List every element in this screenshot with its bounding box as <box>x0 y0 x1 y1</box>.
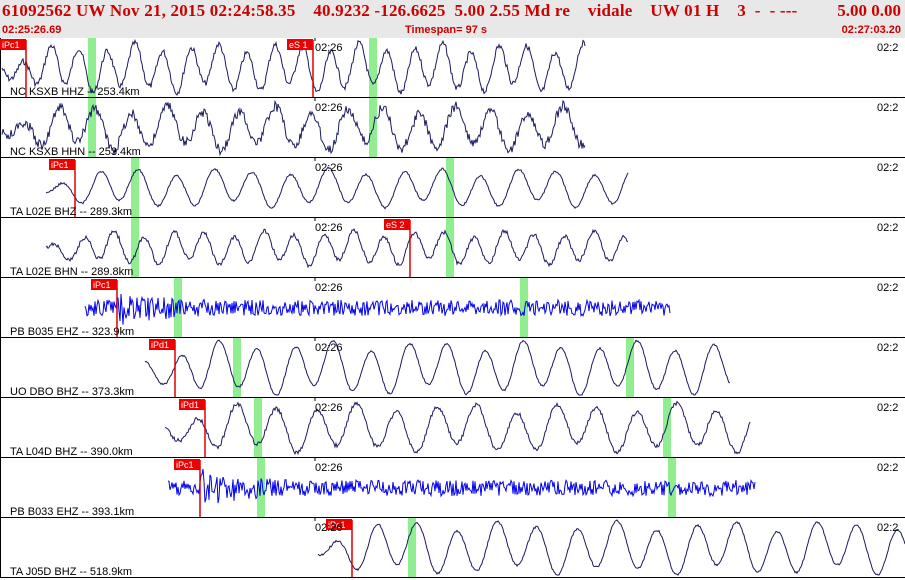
phase-marker <box>668 458 676 517</box>
pick-flag[interactable] <box>179 399 205 410</box>
right-time-label: 02:2 <box>877 342 898 354</box>
pick-flag[interactable] <box>49 159 75 170</box>
phase-marker <box>408 518 416 577</box>
minute-tick-label: 02:26 <box>315 282 343 294</box>
minute-tick-label: 02:26 <box>315 522 343 534</box>
right-time-label: 02:2 <box>877 282 898 294</box>
phase-marker <box>88 98 96 157</box>
waveform-trace <box>317 519 905 576</box>
pick-flag[interactable] <box>174 459 200 470</box>
minute-tick-label: 02:26 <box>315 42 343 54</box>
start-time: 02:25:26.69 <box>2 24 62 36</box>
station-label: PB B035 EHZ -- 323.9km <box>10 326 134 338</box>
phase-marker <box>626 338 634 397</box>
pick-label[interactable]: iPd1 <box>181 400 199 410</box>
minute-tick-label: 02:26 <box>315 342 343 354</box>
waveform-trace <box>1 38 586 96</box>
waveform-trace <box>84 293 671 325</box>
waveform-trace <box>45 166 629 210</box>
phase-marker <box>446 158 454 217</box>
waveform-trace <box>164 400 751 455</box>
phase-marker <box>257 458 265 517</box>
pick-label[interactable]: eS 2 <box>386 220 405 230</box>
waveform-trace <box>167 468 756 504</box>
phase-marker <box>131 158 139 217</box>
pick-label[interactable]: iPc1 <box>51 160 69 170</box>
pick-label[interactable]: eS 1 <box>289 40 308 50</box>
pick-label[interactable]: iPc1 <box>93 280 111 290</box>
pick-flag[interactable] <box>384 219 410 230</box>
station-label: TA L02E BHN -- 289.8km <box>10 266 133 278</box>
station-label: UO DBO BHZ -- 373.3km <box>10 386 134 398</box>
pick-flag[interactable] <box>149 339 175 350</box>
station-label: TA L02E BHZ -- 289.3km <box>10 206 132 218</box>
pick-label[interactable]: iPd1 <box>151 340 169 350</box>
station-label: NC KSXB HHZ -- 253.4km <box>10 86 140 98</box>
event-info-title: 61092562 UW Nov 21, 2015 02:24:58.35 40.… <box>2 1 798 20</box>
pick-label[interactable]: iPc1 <box>328 520 346 530</box>
end-time: 02:27:03.20 <box>841 24 901 36</box>
phase-marker <box>233 338 241 397</box>
phase-marker <box>88 38 96 97</box>
waveform-trace <box>1 99 586 157</box>
waveform-trace <box>144 339 731 396</box>
phase-marker <box>131 218 139 277</box>
pick-flag[interactable] <box>91 279 117 290</box>
minute-tick-label: 02:26 <box>315 102 343 114</box>
seismogram-plot[interactable]: iPc1 eS 1 02:26 02:2 NC KSXB HHZ -- 253.4km 0… <box>0 38 905 580</box>
pick-flag[interactable] <box>326 519 352 530</box>
event-info-right: 5.00 0.00 <box>837 1 901 20</box>
phase-marker <box>446 218 454 277</box>
station-label: NC KSXB HHN -- 253.4km <box>10 146 141 158</box>
minute-tick-label: 02:26 <box>315 402 343 414</box>
right-time-label: 02:2 <box>877 402 898 414</box>
minute-tick-label: 02:26 <box>315 222 343 234</box>
timespan-label: Timespan= 97 s <box>405 24 488 36</box>
right-time-label: 02:2 <box>877 522 898 534</box>
right-time-label: 02:2 <box>877 42 898 54</box>
phase-marker <box>369 38 377 97</box>
pick-label[interactable]: iPc1 <box>176 460 194 470</box>
minute-tick-label: 02:26 <box>315 462 343 474</box>
right-time-label: 02:2 <box>877 102 898 114</box>
pick-flag[interactable] <box>0 39 26 50</box>
right-time-label: 02:2 <box>877 222 898 234</box>
phase-marker <box>254 398 262 457</box>
pick-flag[interactable] <box>287 39 313 50</box>
header-bar: 61092562 UW Nov 21, 2015 02:24:58.35 40.… <box>0 0 905 38</box>
waveform-trace <box>45 228 629 269</box>
station-label: PB B033 EHZ -- 393.1km <box>10 506 134 518</box>
phase-marker <box>520 278 528 337</box>
phase-marker <box>663 398 671 457</box>
minute-tick-label: 02:26 <box>315 162 343 174</box>
right-time-label: 02:2 <box>877 462 898 474</box>
right-time-label: 02:2 <box>877 162 898 174</box>
pick-label[interactable]: iPc1 <box>2 40 20 50</box>
station-label: TA L04D BHZ -- 390.0km <box>10 446 133 458</box>
station-label: TA J05D BHZ -- 518.9km <box>10 566 132 578</box>
